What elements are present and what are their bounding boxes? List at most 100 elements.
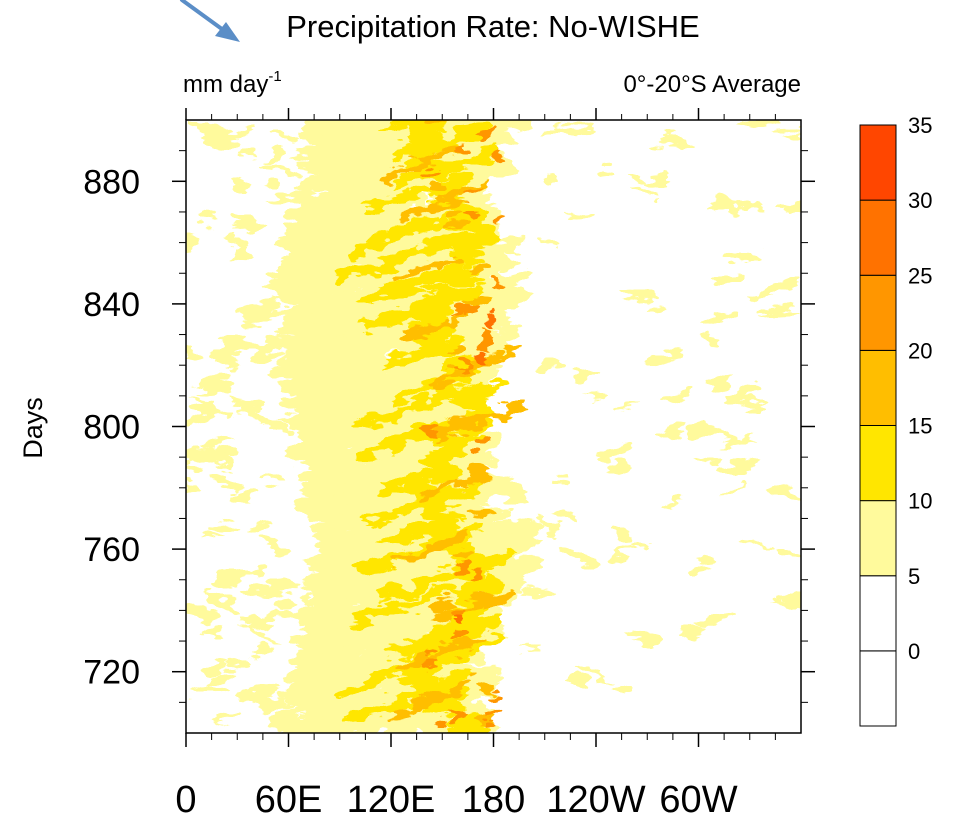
precip-contour [701, 334, 721, 348]
precip-contour [429, 585, 457, 601]
precip-contour [415, 504, 462, 520]
precip-contour [458, 381, 505, 399]
precip-contour [468, 88, 494, 107]
precip-contour [469, 214, 479, 221]
colorbar-label: 0 [908, 639, 920, 664]
precip-contour [609, 458, 631, 471]
precip-contour [190, 686, 229, 696]
precip-contour [246, 521, 272, 533]
precip-contour [610, 546, 634, 558]
precip-contour [236, 585, 280, 599]
precip-contour [595, 442, 634, 457]
precip-contour [553, 123, 598, 135]
precip-contour [706, 201, 742, 212]
precip-contour [235, 338, 265, 355]
precip-contour [437, 369, 473, 386]
precip-contour [451, 682, 472, 694]
precip-contour [262, 417, 290, 433]
units-label: mm day-1 [183, 68, 282, 98]
precip-contour [266, 577, 301, 592]
precip-contour [536, 361, 562, 372]
precip-contour [401, 304, 422, 317]
precip-contour [186, 350, 201, 359]
precip-contour [475, 91, 493, 104]
precip-contour [481, 616, 502, 631]
precip-contour [214, 710, 241, 723]
precip-contour [471, 143, 501, 162]
precip-contour [268, 598, 300, 609]
precip-contour [504, 403, 524, 416]
colorbar-label: 10 [908, 489, 932, 514]
precip-contour [695, 310, 734, 328]
colorbar-swatch [859, 274, 897, 351]
precip-contour [203, 372, 230, 389]
precip-contour [470, 121, 492, 134]
precip-contour [435, 441, 468, 461]
precip-contour [448, 531, 469, 544]
precip-contour [428, 517, 461, 532]
precip-contour [211, 340, 244, 356]
x-axis: 0 60E 120E 180 120W 60W [175, 108, 776, 817]
precip-contour [484, 548, 514, 567]
precip-contour [774, 600, 800, 609]
average-label: 0°-20°S Average [623, 71, 801, 98]
precip-contour [461, 577, 500, 594]
precip-contour [346, 177, 396, 201]
precip-contour [377, 698, 395, 710]
precip-contour [577, 663, 611, 679]
precip-contour [421, 701, 464, 716]
precip-contour [538, 132, 576, 139]
precip-contour [425, 100, 452, 119]
y-tick-label: 760 [83, 531, 140, 569]
precip-contour [251, 344, 286, 361]
precip-contour [453, 305, 469, 315]
precip-contour [216, 568, 252, 583]
precip-contour [420, 693, 442, 707]
arrow-icon [180, 0, 240, 42]
precip-contour [423, 284, 458, 299]
precip-contour [539, 519, 562, 532]
precip-contour [726, 399, 766, 409]
precip-contour [583, 393, 607, 400]
precip-contour [483, 89, 506, 104]
precip-contour [433, 317, 450, 329]
precip-contour [553, 477, 572, 484]
precip-contour [423, 425, 439, 436]
precip-contour [194, 213, 215, 226]
precip-contour [186, 236, 201, 246]
precip-contour [265, 268, 307, 280]
precip-contour [436, 381, 456, 393]
precip-contour [469, 569, 482, 578]
precip-contour [407, 550, 427, 562]
precip-contour [420, 543, 435, 553]
precip-contour [262, 537, 294, 557]
precip-contour [453, 641, 473, 653]
precip-contour [233, 409, 270, 422]
precip-contour [217, 123, 259, 139]
precip-contour [421, 647, 436, 656]
precip-contour [452, 395, 489, 409]
precip-contour [517, 643, 543, 652]
precip-contour [606, 683, 636, 696]
precip-contour [234, 180, 254, 193]
precip-contour [516, 588, 556, 596]
precip-contour [631, 171, 649, 181]
precip-contour [241, 615, 281, 633]
precip-contour [456, 606, 468, 616]
precip-contour [712, 429, 743, 441]
precip-contour [477, 681, 498, 691]
precip-contour [223, 658, 244, 667]
precip-contour [432, 100, 462, 121]
precip-contour [239, 691, 270, 708]
precip-contour [707, 378, 729, 390]
precip-contour [447, 210, 469, 223]
precip-contour [774, 127, 801, 135]
precip-contour [545, 175, 563, 187]
precip-contour [622, 631, 663, 647]
precip-contour [437, 432, 483, 446]
precip-contour [408, 216, 435, 231]
precip-contour [428, 651, 443, 660]
x-tick-label: 60E [255, 779, 323, 817]
precip-contour [237, 685, 280, 697]
